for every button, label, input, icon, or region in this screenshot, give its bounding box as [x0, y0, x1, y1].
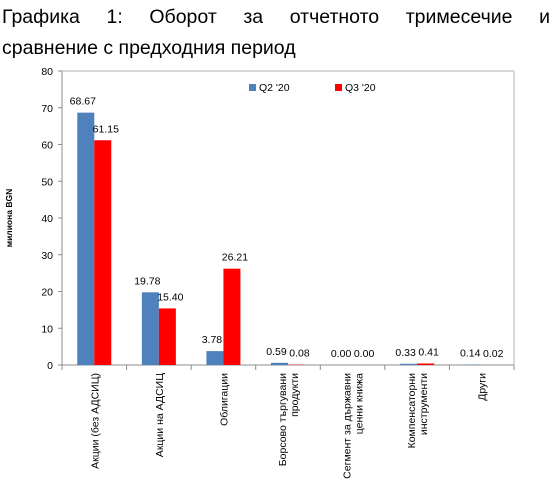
- bar-s2-c6: [417, 363, 435, 365]
- x-category-label-line: Акции (без АДСИЦ): [89, 373, 101, 469]
- y-tick-label: 10: [41, 323, 53, 335]
- x-category-label: Други: [477, 373, 489, 401]
- data-label-s1-c4: 0.59: [266, 346, 287, 358]
- x-category-label-line: Облигации: [218, 373, 230, 426]
- legend-swatch-s1: [249, 84, 256, 91]
- bar-s2-c3: [223, 268, 241, 365]
- data-label-s1-c6: 0.33: [395, 347, 416, 359]
- x-category-label: Борсово търгувани продукти: [277, 373, 301, 466]
- chart-legend: Q2 '20 Q3 '20: [249, 82, 376, 94]
- data-label-s2-c5: 0.00: [354, 348, 375, 360]
- data-label-s2-c6: 0.41: [418, 346, 439, 358]
- x-category-label: Акции (без АДСИЦ): [89, 373, 101, 469]
- x-category-label: Облигации: [218, 373, 230, 426]
- chart-axes: 0 10 20 30 40 50 60 70 80 милиона BGN: [4, 66, 515, 372]
- chart-title-line-1: Графика 1: Оборот за отчетното тримесечи…: [2, 6, 550, 28]
- chart-title: Графика 1: Оборот за отчетното тримесечи…: [2, 2, 550, 64]
- data-label-s1-c5: 0.00: [331, 348, 352, 360]
- legend-label-s2: Q3 '20: [345, 82, 376, 94]
- data-label-s2-c2: 15.40: [157, 291, 183, 303]
- data-label-s1-c1: 68.67: [70, 96, 96, 108]
- bar-s1-c7: [464, 364, 482, 365]
- y-tick-label: 50: [41, 176, 53, 188]
- data-label-s2-c7: 0.02: [483, 348, 504, 360]
- data-label-s2-c3: 26.21: [222, 252, 248, 264]
- x-category-label-line: ценни книжа: [354, 373, 366, 434]
- y-tick-label: 0: [47, 360, 53, 372]
- chart-bars: [77, 112, 482, 365]
- bar-s1-c6: [400, 363, 418, 365]
- data-label-s1-c7: 0.14: [460, 347, 481, 359]
- x-category-label-line: продукти: [289, 373, 301, 417]
- chart-category-labels: Акции (без АДСИЦ) Акции на АДСИЦ Облигации…: [89, 373, 488, 479]
- data-label-s1-c2: 19.78: [134, 275, 160, 287]
- bar-s1-c3: [206, 351, 224, 365]
- y-tick-label: 80: [41, 66, 53, 78]
- x-category-label-line: Други: [477, 373, 489, 401]
- x-category-label-line: Акции на АДСИЦ: [154, 373, 166, 457]
- y-tick-label: 40: [41, 213, 53, 225]
- y-tick-label: 30: [41, 250, 53, 262]
- data-label-s2-c1: 61.15: [93, 123, 119, 135]
- x-category-label-line: Компенсаторни: [406, 373, 418, 449]
- bar-s1-c1: [77, 112, 95, 365]
- legend-label-s1: Q2 '20: [259, 82, 290, 94]
- y-tick-label: 70: [41, 103, 53, 115]
- x-category-label: Компенсаторни инструменти: [406, 373, 430, 449]
- legend-swatch-s2: [335, 84, 342, 91]
- y-axis-title: милиона BGN: [4, 189, 14, 247]
- data-label-s1-c3: 3.78: [202, 334, 223, 346]
- x-category-label-line: Сегмент за държавни: [342, 373, 354, 479]
- x-category-label-line: Борсово търгувани: [277, 373, 289, 466]
- y-tick-label: 20: [41, 287, 53, 299]
- chart-title-line-2: сравнение с предходния период: [2, 37, 296, 59]
- bar-s1-c2: [141, 292, 159, 365]
- x-category-label: Сегмент за държавни ценни книжа: [342, 373, 366, 479]
- data-label-s2-c4: 0.08: [289, 348, 310, 360]
- x-category-label: Акции на АДСИЦ: [154, 373, 166, 457]
- chart-data-labels: 68.67 19.78 3.78 0.59 0.00 0.33 0.14 61.15 15.40…: [70, 96, 504, 360]
- bar-s1-c4: [271, 362, 288, 365]
- y-tick-label: 60: [41, 140, 53, 152]
- bar-s2-c1: [94, 140, 112, 365]
- x-category-label-line: инструменти: [418, 373, 430, 435]
- bar-s2-c2: [158, 308, 176, 365]
